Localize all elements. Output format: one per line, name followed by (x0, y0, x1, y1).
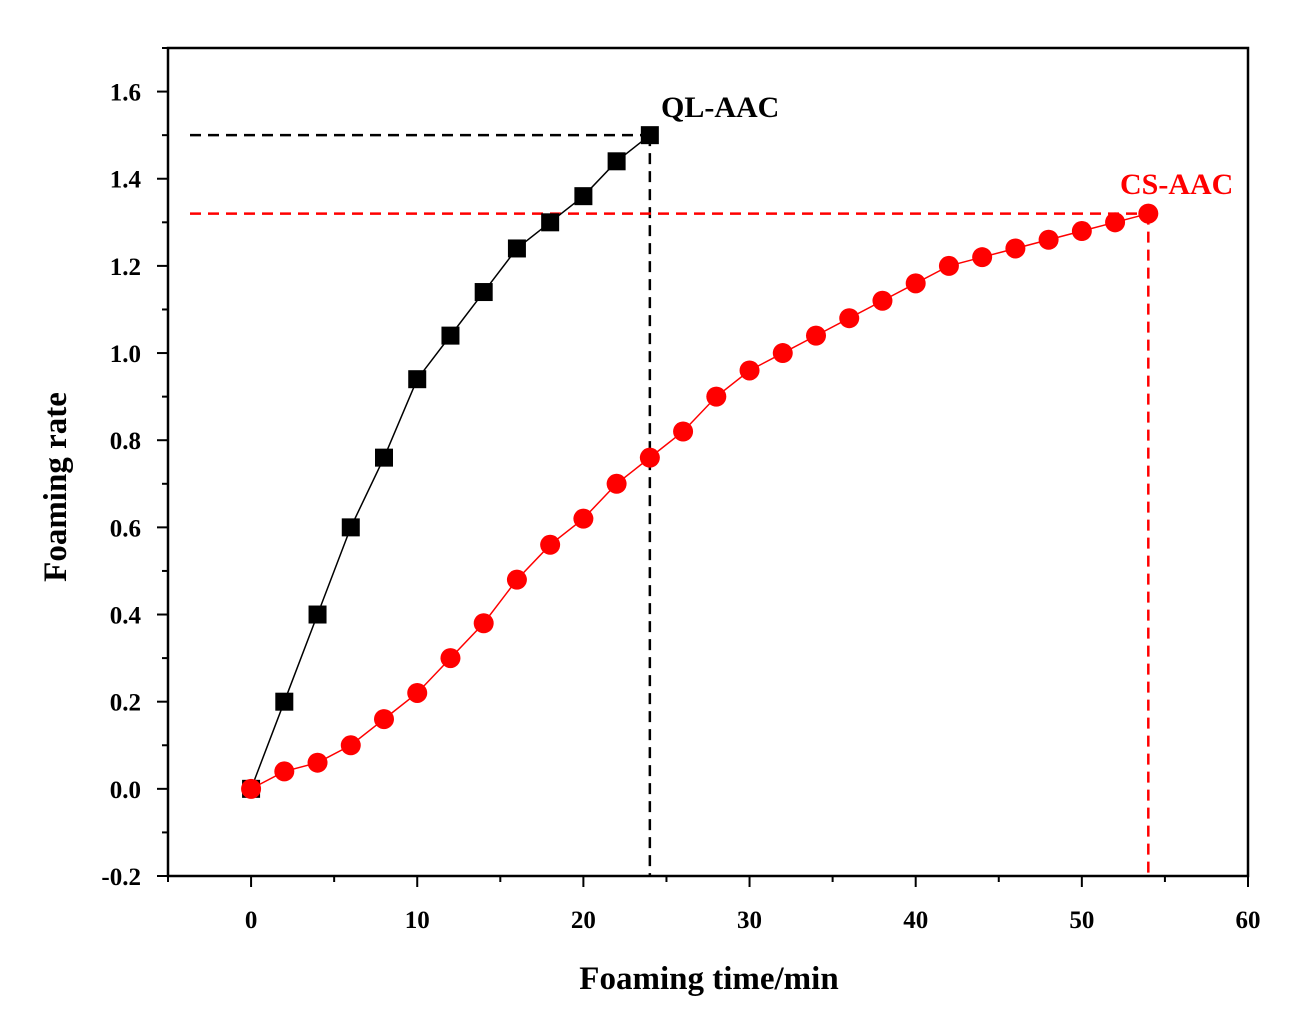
data-point-cs-aac (606, 473, 627, 494)
data-point-cs-aac (374, 709, 394, 730)
data-point-cs-aac (1005, 238, 1026, 259)
guide-lines (190, 133, 1150, 876)
y-tick-label: 0.0 (110, 777, 141, 804)
data-point-ql-aac (640, 126, 659, 145)
y-tick-label: -0.2 (101, 864, 141, 891)
x-tick-label: 10 (405, 907, 430, 934)
data-point-ql-aac (375, 448, 393, 467)
y-tick-label: 1.0 (110, 341, 141, 368)
data-point-cs-aac (673, 421, 694, 442)
y-tick-label: 0.4 (110, 603, 142, 630)
data-point-ql-aac (275, 692, 294, 711)
series-line-ql-aac (250, 134, 651, 790)
data-point-ql-aac (574, 187, 593, 206)
x-tick-label: 30 (737, 907, 762, 934)
axis-ticks (157, 47, 1249, 887)
series-cs-aac (241, 203, 1159, 799)
data-point-cs-aac (905, 273, 926, 294)
data-point-cs-aac (872, 290, 893, 311)
x-tick-label: 40 (903, 907, 928, 934)
series-layer (241, 126, 1159, 799)
x-tick-label: 50 (1069, 907, 1094, 934)
y-tick-label: 1.2 (110, 254, 141, 281)
data-point-cs-aac (1105, 212, 1126, 233)
series-ql-aac (242, 126, 659, 798)
data-point-ql-aac (308, 605, 327, 624)
data-point-cs-aac (540, 534, 561, 555)
data-point-ql-aac (607, 152, 626, 171)
data-point-cs-aac (407, 682, 428, 703)
data-point-ql-aac (408, 370, 427, 389)
plot-frame (166, 46, 1250, 878)
series-label-ql-aac: QL-AAC (661, 91, 779, 124)
axis-tick-labels: -0.2 0.0 0.2 0.4 0.6 0.8 1.0 1.2 1.4 1.6 0 10 20 30 40… (101, 80, 1260, 934)
data-point-ql-aac (441, 326, 460, 345)
y-tick-label: 1.4 (110, 167, 142, 194)
data-point-ql-aac (507, 239, 526, 258)
data-point-cs-aac (972, 247, 993, 268)
x-tick-label: 60 (1236, 907, 1261, 934)
data-point-cs-aac (1071, 221, 1092, 242)
data-point-cs-aac (241, 778, 262, 799)
data-point-cs-aac (938, 255, 959, 276)
data-point-cs-aac (340, 735, 361, 756)
y-tick-label: 0.6 (110, 515, 141, 542)
data-point-cs-aac (274, 761, 295, 782)
data-point-cs-aac (1038, 229, 1059, 250)
data-point-cs-aac (440, 648, 461, 669)
data-point-ql-aac (341, 518, 360, 537)
data-point-cs-aac (1138, 203, 1159, 224)
data-point-cs-aac (772, 343, 793, 364)
y-tick-label: 0.8 (110, 428, 141, 455)
plot-border (166, 46, 1250, 878)
data-point-cs-aac (473, 613, 494, 634)
data-point-ql-aac (474, 283, 493, 302)
data-point-cs-aac (706, 386, 727, 407)
y-tick-label: 1.6 (110, 80, 141, 107)
data-point-cs-aac (806, 325, 826, 346)
y-tick-label: 0.2 (110, 690, 141, 717)
data-point-cs-aac (739, 360, 760, 381)
x-axis-title: Foaming time/min (579, 961, 838, 997)
series-line-cs-aac (250, 212, 1149, 790)
data-point-cs-aac (506, 569, 527, 590)
data-point-cs-aac (307, 752, 328, 773)
y-axis-title: Foaming rate (38, 392, 74, 582)
data-point-ql-aac (541, 213, 560, 232)
data-point-cs-aac (573, 508, 594, 529)
x-tick-label: 0 (245, 907, 258, 934)
series-label-cs-aac: CS-AAC (1120, 168, 1233, 201)
x-tick-label: 20 (571, 907, 596, 934)
data-point-cs-aac (639, 447, 660, 468)
data-point-cs-aac (839, 308, 860, 329)
